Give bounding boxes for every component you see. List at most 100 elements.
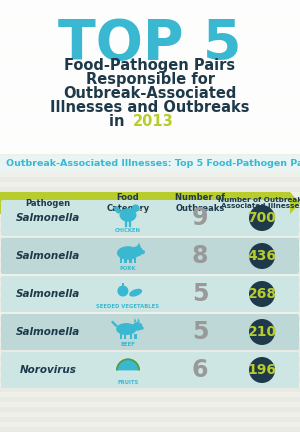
Bar	[0, 387, 300, 392]
Ellipse shape	[132, 204, 140, 212]
Bar	[0, 217, 300, 222]
Ellipse shape	[140, 327, 144, 330]
Bar	[0, 187, 300, 192]
Polygon shape	[290, 192, 300, 214]
FancyBboxPatch shape	[1, 200, 299, 236]
Bar	[0, 197, 300, 202]
Text: Food
Category: Food Category	[106, 193, 150, 213]
Bar	[0, 307, 300, 312]
Circle shape	[249, 357, 275, 383]
Bar	[0, 257, 300, 262]
Bar	[0, 237, 300, 242]
Text: Salmonella: Salmonella	[16, 327, 80, 337]
Bar	[124, 258, 127, 263]
Bar	[0, 147, 300, 152]
Ellipse shape	[132, 322, 142, 331]
Text: 2013: 2013	[133, 114, 174, 129]
Bar	[0, 7, 300, 12]
Bar	[0, 192, 290, 214]
Text: 436: 436	[248, 249, 277, 263]
Text: 5: 5	[192, 282, 208, 306]
Text: FRUITS: FRUITS	[117, 379, 139, 384]
Bar	[0, 117, 300, 122]
Text: 8: 8	[192, 244, 208, 268]
Text: BEEF: BEEF	[121, 342, 135, 346]
Text: 210: 210	[248, 325, 277, 339]
Ellipse shape	[132, 246, 143, 257]
Bar	[0, 137, 300, 142]
Polygon shape	[139, 208, 142, 211]
Text: TOP 5: TOP 5	[58, 17, 242, 71]
Text: 9: 9	[192, 206, 208, 230]
Ellipse shape	[119, 208, 136, 222]
Text: Pathogen: Pathogen	[26, 198, 70, 207]
Text: 268: 268	[248, 287, 277, 301]
FancyBboxPatch shape	[1, 352, 299, 388]
FancyArrowPatch shape	[116, 209, 119, 211]
Bar	[0, 277, 300, 282]
Bar	[0, 337, 300, 342]
Bar	[0, 367, 300, 372]
Bar	[0, 27, 300, 32]
Bar	[0, 267, 300, 272]
Bar	[0, 67, 300, 72]
Bar	[119, 334, 122, 339]
FancyBboxPatch shape	[1, 276, 299, 312]
Bar	[0, 0, 300, 154]
Circle shape	[249, 319, 275, 345]
Text: Number of
Outbreaks: Number of Outbreaks	[175, 193, 225, 213]
Bar	[0, 207, 300, 212]
Text: 700: 700	[248, 211, 276, 225]
Bar	[0, 377, 300, 382]
Bar	[0, 177, 300, 182]
Text: Illnesses and Outbreaks: Illnesses and Outbreaks	[50, 100, 250, 115]
Bar	[124, 334, 126, 339]
Bar	[0, 156, 300, 172]
Text: Food-Pathogen Pairs: Food-Pathogen Pairs	[64, 58, 236, 73]
Text: 196: 196	[248, 363, 277, 377]
Text: Number of Outbreak-
Associated Illnesses: Number of Outbreak- Associated Illnesses	[218, 197, 300, 210]
Polygon shape	[136, 243, 141, 247]
Bar	[0, 347, 300, 352]
Bar	[0, 427, 300, 432]
Text: Salmonella: Salmonella	[16, 289, 80, 299]
Bar	[0, 167, 300, 172]
Bar	[0, 227, 300, 232]
Bar	[120, 258, 122, 263]
Bar	[0, 287, 300, 292]
Bar	[0, 317, 300, 322]
Text: Outbreak-Associated Illnesses: Top 5 Food-Pathogen Pairs: Outbreak-Associated Illnesses: Top 5 Foo…	[6, 159, 300, 168]
Bar	[122, 283, 124, 286]
Bar	[0, 157, 300, 162]
Text: PORK: PORK	[120, 266, 136, 270]
Bar	[0, 47, 300, 52]
Wedge shape	[116, 359, 140, 370]
Bar	[0, 407, 300, 412]
Text: 6: 6	[192, 358, 208, 382]
Circle shape	[249, 205, 275, 231]
Text: Responsible for: Responsible for	[85, 72, 214, 87]
Bar	[0, 77, 300, 82]
Bar	[0, 247, 300, 252]
Bar	[0, 17, 300, 22]
Ellipse shape	[117, 286, 128, 296]
Circle shape	[249, 281, 275, 307]
Bar	[0, 397, 300, 402]
Text: Salmonella: Salmonella	[16, 213, 80, 223]
Bar	[0, 57, 300, 62]
Bar	[130, 334, 132, 339]
Text: 5: 5	[192, 320, 208, 344]
Bar	[0, 107, 300, 112]
Circle shape	[249, 243, 275, 269]
Bar	[0, 87, 300, 92]
Bar	[129, 258, 132, 263]
Bar	[134, 334, 136, 339]
Text: Norovirus: Norovirus	[20, 365, 76, 375]
Bar	[0, 417, 300, 422]
Bar	[0, 127, 300, 132]
Text: SEEDED VEGETABLES: SEEDED VEGETABLES	[97, 304, 160, 308]
Bar	[0, 357, 300, 362]
Ellipse shape	[129, 289, 142, 297]
Wedge shape	[116, 359, 140, 370]
Ellipse shape	[117, 246, 139, 260]
